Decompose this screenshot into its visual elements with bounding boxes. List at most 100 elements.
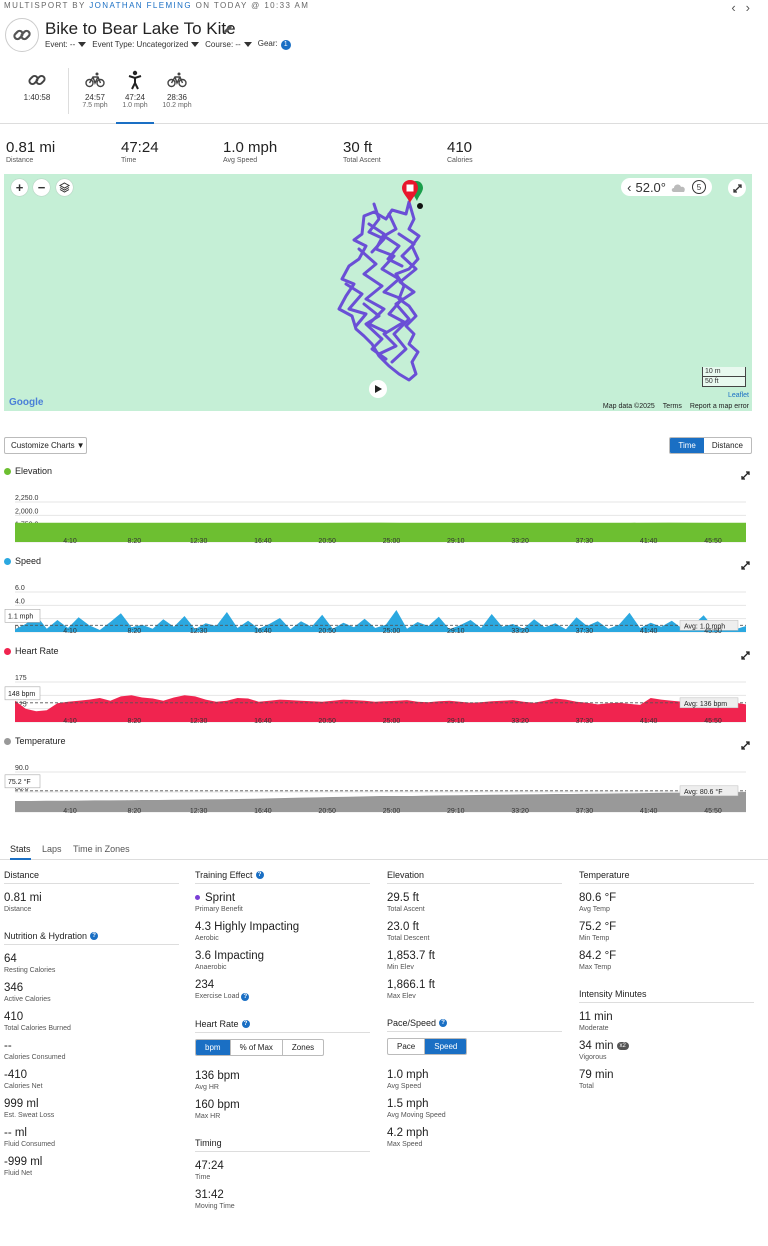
hover-tooltip-box: [4, 609, 41, 623]
event-label: Event: --: [45, 40, 76, 49]
summary-calories: 410 Calories: [447, 139, 473, 164]
next-activity-icon[interactable]: ›: [745, 0, 760, 15]
course-label: Course: --: [205, 40, 241, 49]
info-icon[interactable]: ?: [439, 1019, 448, 1027]
chart-title: Temperature: [4, 736, 66, 746]
x-tick-label: 45:50: [704, 808, 722, 815]
edit-title-icon[interactable]: [222, 23, 234, 35]
prev-activity-icon[interactable]: ‹: [731, 0, 746, 15]
activity-meta: Event: -- Event Type: Uncategorized Cour…: [45, 39, 291, 50]
person-icon: [116, 70, 154, 90]
leg-speed: 7.5 mph: [82, 102, 108, 109]
route-map[interactable]: + − ‹ 52.0° 5 10 m 50 ft Leaflet Google M…: [4, 174, 752, 411]
layers-button[interactable]: [56, 179, 73, 196]
stat-item: 1,866.1 ft Max Elev: [387, 979, 562, 1000]
expand-chart-button[interactable]: [741, 647, 750, 665]
info-icon[interactable]: ?: [241, 1020, 250, 1028]
stat-value: 136 bpm: [195, 1070, 240, 1082]
stat-label: Anaerobic: [195, 964, 227, 971]
event-dropdown[interactable]: Event: --: [45, 40, 87, 49]
start-end-markers[interactable]: [401, 179, 425, 211]
summary-value: 1.0 mph: [223, 139, 278, 156]
stat-item: 1.5 mph Avg Moving Speed: [387, 1098, 562, 1119]
stat-value: 1,866.1 ft: [387, 979, 435, 991]
terms-link[interactable]: Terms: [662, 403, 682, 410]
summary-label: Total Ascent: [343, 157, 381, 164]
stat-label: Moving Time: [195, 1203, 235, 1210]
stat-label: Avg Speed: [387, 1083, 422, 1090]
chevron-down-icon: [243, 42, 252, 48]
x-tick-label: 37:30: [576, 808, 594, 815]
gear-selector[interactable]: Gear: 1: [258, 39, 291, 50]
map-scale: 10 m 50 ft: [702, 367, 746, 387]
leg-bike-2[interactable]: 28:36 10.2 mph: [156, 70, 198, 109]
time-toggle-button[interactable]: Time: [670, 438, 704, 453]
multisport-legs: [0, 66, 768, 124]
x-tick-label: 45:50: [704, 718, 722, 725]
stat-item: 346 Active Calories: [4, 982, 179, 1003]
course-dropdown[interactable]: Course: --: [205, 40, 252, 49]
chart-title: Heart Rate: [4, 646, 59, 656]
zoom-in-button[interactable]: +: [11, 179, 28, 196]
stat-item: 34 min x2 Vigorous: [579, 1040, 754, 1061]
leg-other-selected[interactable]: 47:24 1.0 mph: [116, 70, 154, 124]
stats-column-1: Distance 0.81 mi Distance Nutrition & Hyd…: [4, 870, 179, 1177]
average-label-box: [679, 785, 739, 797]
customize-charts-button[interactable]: Customize Charts ▼: [4, 437, 87, 454]
tab-stats[interactable]: Stats: [10, 844, 31, 860]
stat-value: --: [4, 1040, 12, 1052]
wind-icon: 5: [692, 180, 706, 194]
expand-chart-button[interactable]: [741, 557, 750, 575]
stat-item: -410 Calories Net: [4, 1069, 179, 1090]
average-label-box: [679, 697, 739, 709]
stat-label: Distance: [4, 906, 32, 913]
pace-button[interactable]: Pace: [388, 1039, 426, 1054]
elevation-section-header: Elevation: [387, 870, 562, 884]
zoom-out-button[interactable]: −: [33, 179, 50, 196]
info-icon[interactable]: ?: [255, 871, 264, 879]
fullscreen-button[interactable]: [728, 179, 746, 197]
leaflet-link[interactable]: Leaflet: [727, 392, 749, 399]
stat-item: 23.0 ft Total Descent: [387, 921, 562, 942]
stat-label: Min Temp: [579, 935, 610, 942]
series-area: [15, 610, 746, 632]
author-link[interactable]: JONATHAN FLEMING: [89, 1, 192, 10]
expand-chart-button[interactable]: [741, 737, 750, 755]
hr-bpm-button[interactable]: bpm: [196, 1040, 231, 1055]
event-type-dropdown[interactable]: Event Type: Uncategorized: [92, 40, 200, 49]
speed-button[interactable]: Speed: [425, 1039, 467, 1054]
tab-time-in-zones[interactable]: Time in Zones: [73, 844, 130, 854]
info-icon[interactable]: ?: [90, 932, 99, 940]
bike-icon: [76, 70, 114, 90]
series-area: [15, 792, 746, 812]
stat-label: Active Calories: [4, 996, 51, 1003]
distance-toggle-button[interactable]: Distance: [711, 441, 743, 450]
stat-label: Fluid Net: [4, 1170, 33, 1177]
leg-bike-1[interactable]: 24:57 7.5 mph: [76, 70, 114, 109]
info-icon[interactable]: ?: [241, 993, 250, 1001]
stat-label: Max HR: [195, 1113, 221, 1120]
expand-icon: [741, 561, 750, 570]
play-icon: [375, 385, 382, 393]
expand-chart-button[interactable]: [741, 467, 750, 485]
tab-laps[interactable]: Laps: [42, 844, 62, 854]
section-title: Elevation: [387, 870, 425, 880]
hr-zones-button[interactable]: Zones: [291, 1043, 315, 1052]
x-tick-label: 8:20: [127, 538, 141, 545]
chart-0[interactable]: 2,250.02,000.01,750.01,500.04:108:2012:3…: [0, 478, 768, 548]
x-tick-label: 41:40: [640, 718, 658, 725]
stats-tabs: Stats Laps Time in Zones: [0, 840, 768, 860]
hr-percent-max-button[interactable]: % of Max: [231, 1040, 283, 1055]
weather-widget[interactable]: ‹ 52.0° 5: [621, 178, 712, 196]
x-tick-label: 8:20: [127, 808, 141, 815]
stat-label: Avg HR: [195, 1084, 219, 1091]
pace-speed-toggle: Pace Speed: [387, 1038, 468, 1055]
leg-total[interactable]: 1:40:58: [16, 70, 58, 102]
stat-value: 11 min: [579, 1011, 613, 1023]
report-map-error-link[interactable]: Report a map error: [689, 403, 749, 410]
summary-value: 47:24: [121, 139, 159, 156]
playback-button[interactable]: [369, 380, 387, 398]
